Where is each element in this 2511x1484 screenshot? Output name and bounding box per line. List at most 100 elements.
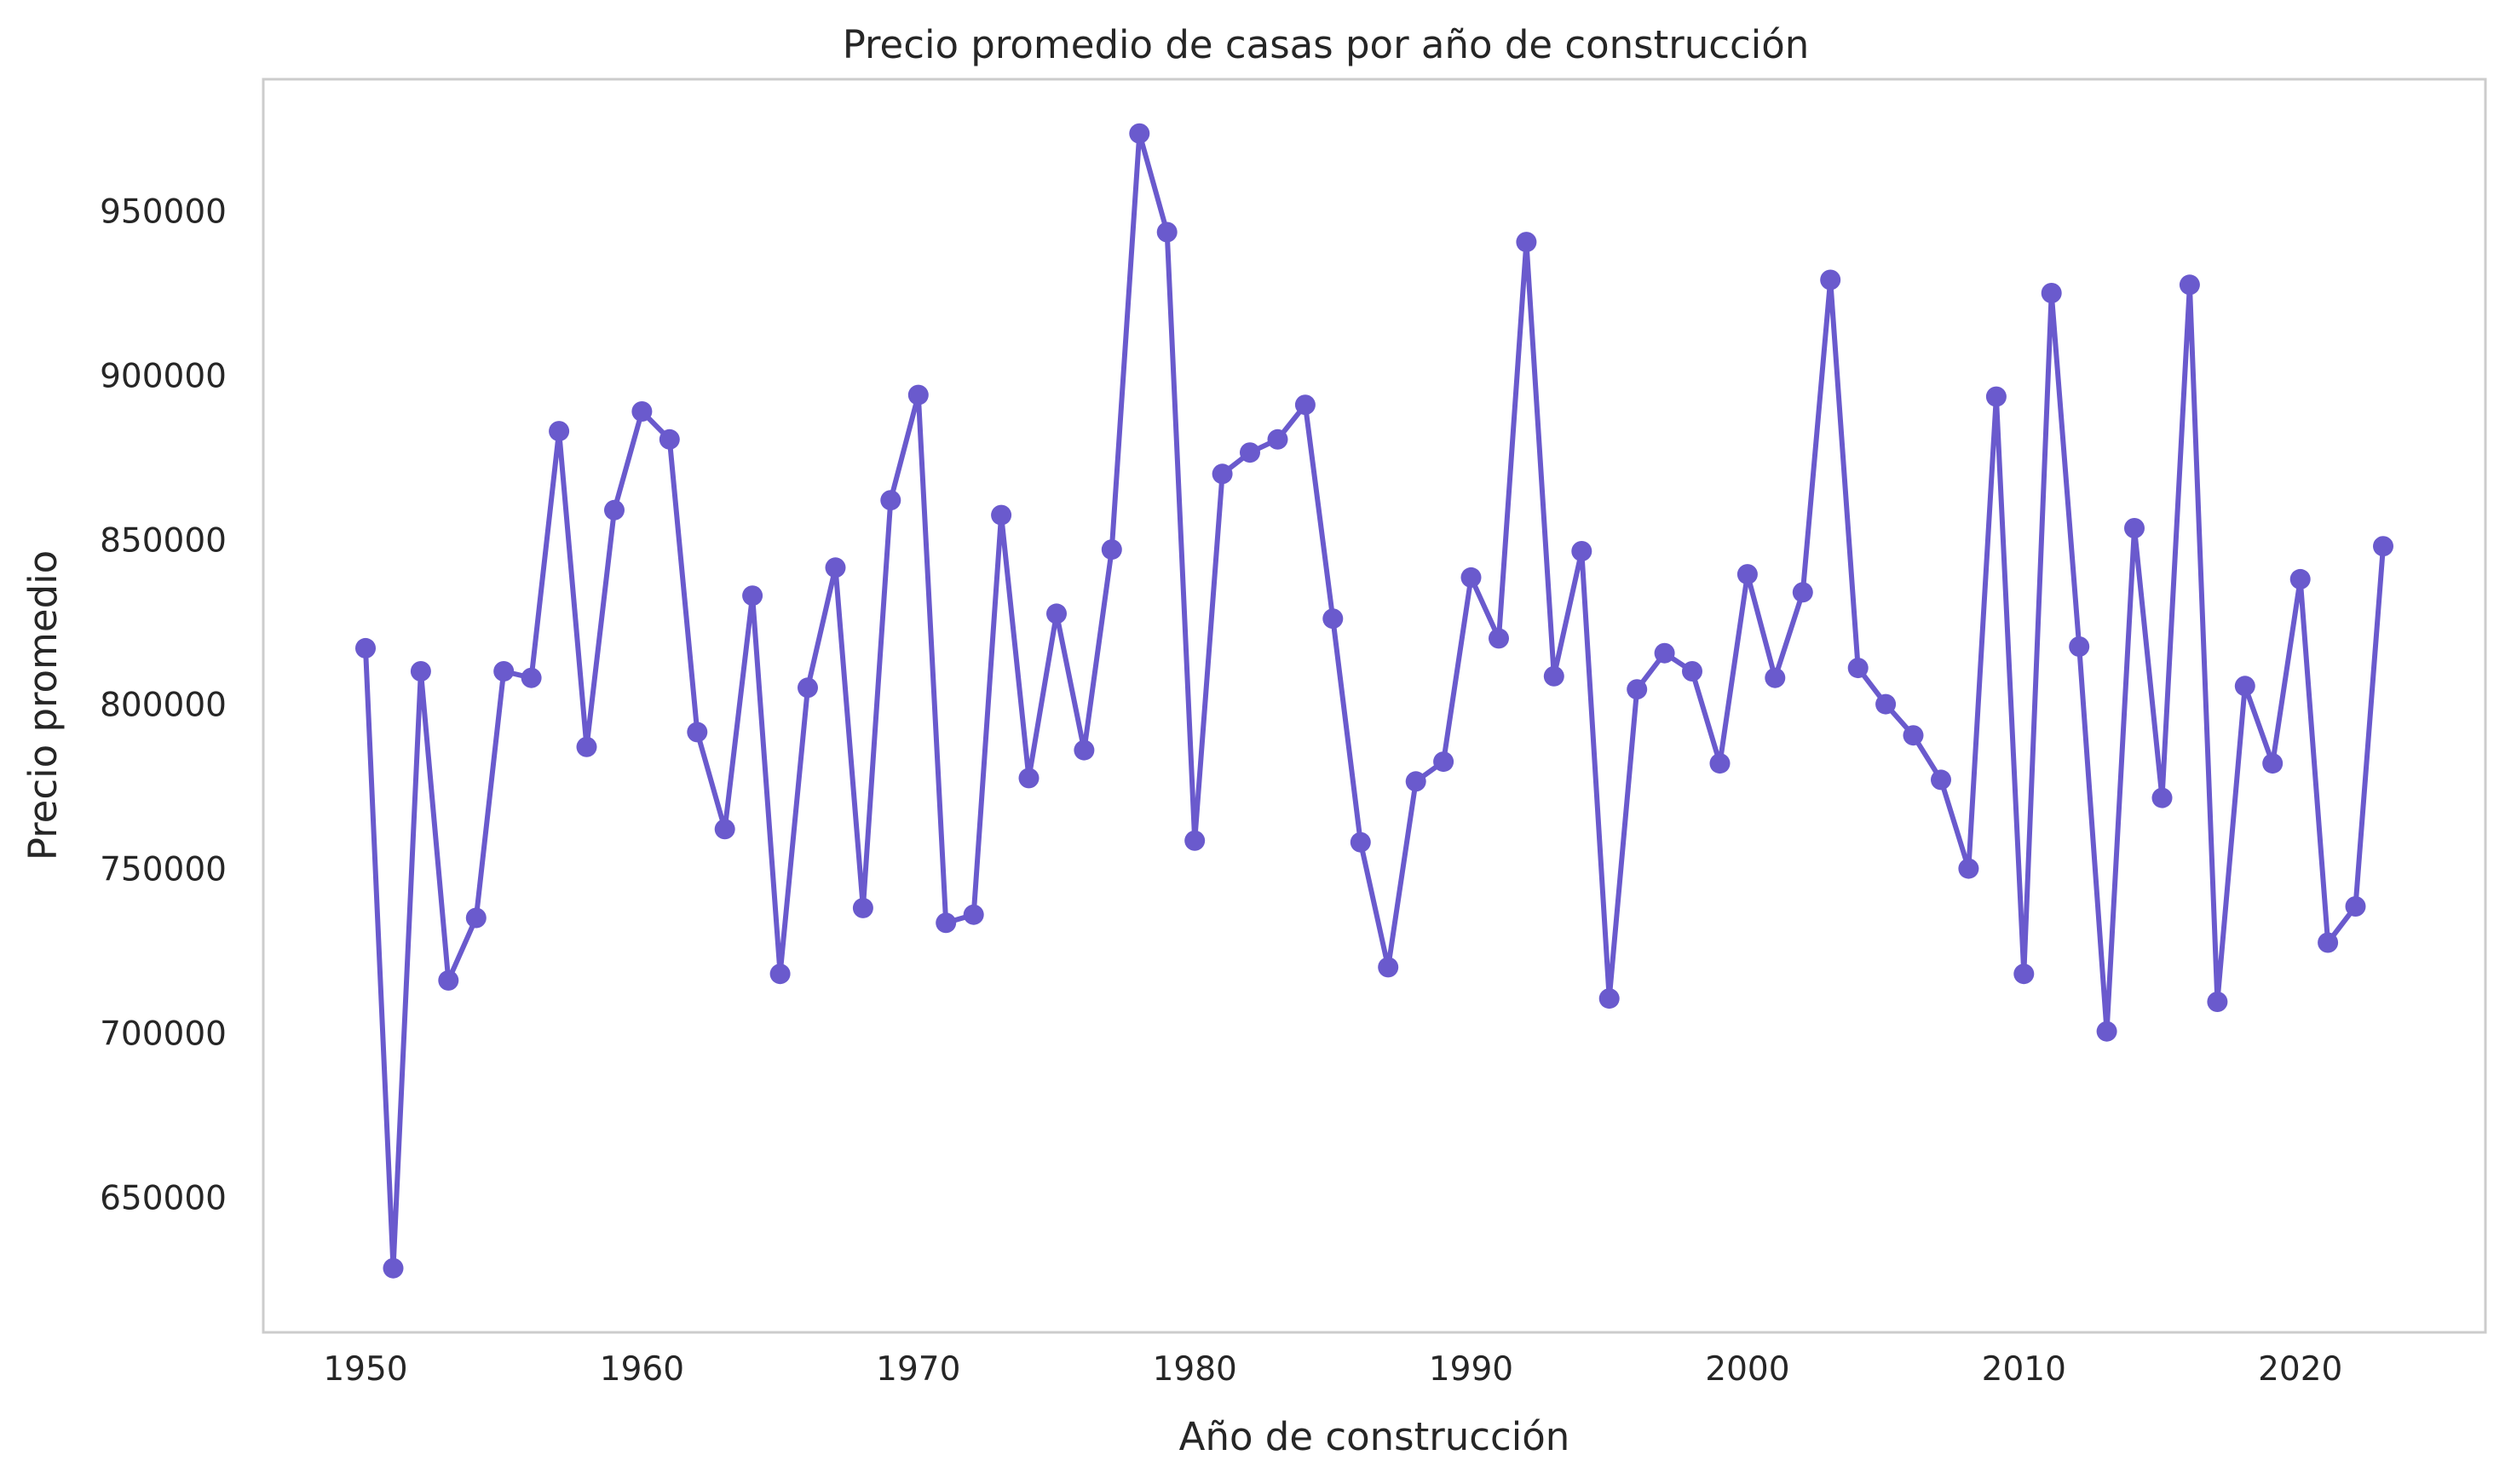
data-point bbox=[1931, 769, 1951, 791]
x-tick-label: 2000 bbox=[1705, 1350, 1789, 1389]
data-point bbox=[1875, 693, 1897, 715]
data-point bbox=[1267, 429, 1288, 450]
data-point bbox=[1212, 463, 1233, 485]
data-point bbox=[604, 499, 625, 521]
data-point bbox=[1129, 123, 1150, 144]
data-point bbox=[2124, 518, 2145, 538]
data-point bbox=[1294, 394, 1316, 416]
data-point bbox=[1847, 658, 1869, 679]
data-point bbox=[991, 504, 1012, 526]
x-axis-title: Año de construcción bbox=[1179, 1414, 1570, 1459]
y-tick-label: 800000 bbox=[100, 687, 227, 725]
data-point bbox=[1074, 739, 1095, 761]
data-point bbox=[1516, 232, 1537, 253]
data-point bbox=[383, 1257, 404, 1279]
data-point bbox=[1350, 831, 1371, 853]
data-point bbox=[2373, 536, 2393, 557]
data-point bbox=[1378, 957, 1399, 978]
data-point bbox=[2289, 568, 2311, 590]
data-point bbox=[2207, 992, 2228, 1012]
data-point bbox=[1627, 679, 1648, 700]
data-point bbox=[687, 722, 708, 743]
x-tick-label: 1990 bbox=[1429, 1350, 1513, 1389]
data-point bbox=[355, 637, 376, 659]
y-tick-label: 900000 bbox=[100, 358, 227, 396]
data-point bbox=[1682, 661, 1702, 682]
data-point bbox=[465, 907, 487, 929]
data-point bbox=[1240, 442, 1260, 463]
data-point bbox=[1433, 751, 1454, 773]
data-point bbox=[410, 661, 431, 682]
data-point bbox=[549, 421, 570, 442]
data-point bbox=[1405, 771, 1426, 792]
data-point bbox=[1598, 988, 1620, 1009]
data-point bbox=[631, 401, 653, 422]
x-tick-label: 1970 bbox=[876, 1350, 960, 1389]
x-tick-label: 1950 bbox=[323, 1350, 407, 1389]
data-point bbox=[1543, 665, 1564, 687]
x-tick-label: 1980 bbox=[1153, 1350, 1237, 1389]
data-point bbox=[1489, 628, 1509, 649]
data-point bbox=[1654, 642, 1675, 664]
data-point bbox=[2096, 1021, 2117, 1042]
data-point bbox=[1903, 725, 1924, 746]
data-point bbox=[742, 585, 763, 607]
data-point bbox=[1958, 858, 1979, 879]
data-point bbox=[659, 429, 680, 450]
x-axis: 1950 1960 1970 1980 1990 2000 2010 2020 bbox=[323, 1350, 2342, 1389]
data-point bbox=[1709, 753, 1731, 774]
data-point bbox=[438, 969, 459, 991]
data-point bbox=[825, 557, 846, 578]
data-point bbox=[1985, 386, 2007, 407]
x-tick-label: 2020 bbox=[2258, 1350, 2342, 1389]
plot-frame bbox=[262, 78, 2487, 1334]
y-tick-label: 650000 bbox=[100, 1180, 227, 1218]
y-axis: 650000 700000 750000 800000 850000 900000 9500… bbox=[100, 193, 227, 1217]
data-point bbox=[2151, 787, 2173, 808]
data-point bbox=[1101, 539, 1122, 561]
data-point bbox=[852, 897, 873, 918]
data-point bbox=[714, 819, 735, 840]
data-point bbox=[521, 667, 542, 688]
data-point bbox=[1184, 830, 1206, 851]
data-point bbox=[1460, 567, 1482, 588]
data-point bbox=[2013, 963, 2035, 985]
data-point bbox=[576, 736, 597, 757]
data-point bbox=[1156, 221, 1178, 243]
data-point bbox=[2262, 753, 2284, 774]
data-point bbox=[907, 384, 929, 406]
y-tick-label: 700000 bbox=[100, 1015, 227, 1054]
data-point bbox=[1736, 564, 1758, 585]
data-point bbox=[769, 963, 791, 985]
data-point bbox=[2041, 283, 2062, 303]
data-point bbox=[2234, 676, 2255, 697]
data-point bbox=[798, 677, 818, 699]
data-point bbox=[2069, 636, 2090, 657]
y-tick-label: 850000 bbox=[100, 522, 227, 561]
series-layer bbox=[355, 123, 2393, 1279]
x-tick-label: 2010 bbox=[1982, 1350, 2066, 1389]
x-tick-label: 1960 bbox=[600, 1350, 684, 1389]
data-point bbox=[1765, 667, 1786, 688]
data-point bbox=[2318, 932, 2339, 953]
data-point bbox=[1046, 603, 1067, 624]
data-point bbox=[880, 490, 901, 511]
data-point bbox=[1571, 541, 1592, 561]
data-point bbox=[1322, 608, 1344, 630]
data-point bbox=[1820, 269, 1841, 290]
data-point bbox=[963, 904, 984, 925]
chart-title: Precio promedio de casas por año de cons… bbox=[843, 22, 1810, 67]
series-line bbox=[363, 130, 2386, 1271]
y-axis-title: Precio promedio bbox=[20, 550, 66, 860]
data-point bbox=[1018, 768, 1040, 789]
data-point bbox=[2345, 896, 2366, 917]
data-point bbox=[493, 661, 515, 682]
data-point bbox=[1792, 582, 1813, 603]
y-tick-label: 950000 bbox=[100, 193, 227, 231]
y-tick-label: 750000 bbox=[100, 851, 227, 889]
data-point bbox=[936, 912, 957, 934]
data-point bbox=[2179, 274, 2200, 296]
